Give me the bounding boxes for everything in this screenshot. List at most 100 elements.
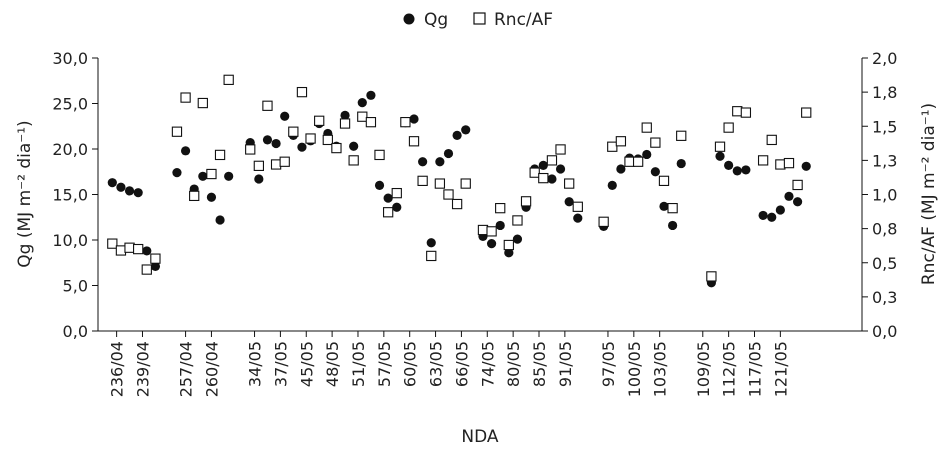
y-tick-label-right: 2,0	[872, 49, 897, 68]
point-qg	[172, 168, 182, 178]
point-qg	[280, 111, 290, 121]
point-qg	[150, 261, 161, 271]
point-qg	[374, 180, 385, 190]
legend-label-rnc: Rnc/AF	[494, 10, 553, 30]
x-tick-label: 66/05	[452, 341, 471, 387]
point-rnc-af	[189, 190, 200, 202]
legend-label-qg: Qg	[424, 10, 448, 30]
point-rnc-af	[214, 149, 226, 161]
point-rnc-af	[197, 97, 208, 109]
point-qg	[504, 248, 514, 258]
point-rnc-af	[296, 86, 308, 98]
x-tick-label: 45/05	[297, 341, 316, 387]
point-rnc-af	[400, 117, 411, 128]
point-rnc-af	[171, 126, 183, 137]
point-rnc-af	[676, 130, 687, 141]
point-qg	[547, 174, 557, 184]
point-rnc-af	[382, 207, 394, 218]
point-rnc-af	[374, 149, 385, 161]
y-ticks-left: 0,0 5,0 10,0 15,0 20,0 25,0 30,0	[52, 49, 98, 341]
point-rnc-af	[495, 203, 506, 214]
point-qg	[555, 164, 566, 174]
point-qg	[349, 141, 359, 151]
point-qg	[486, 239, 497, 249]
point-rnc-af	[801, 107, 812, 118]
x-tick-label: 60/05	[401, 341, 420, 387]
point-qg	[262, 135, 273, 145]
x-tick-label: 48/05	[323, 341, 342, 387]
x-tick-label: 112/05	[720, 341, 739, 397]
point-qg	[659, 201, 669, 211]
x-tick-label: 239/04	[133, 341, 152, 397]
point-qg	[124, 186, 135, 196]
x-tick-label: 103/05	[651, 341, 670, 397]
point-rnc-af	[331, 142, 342, 154]
point-qg	[741, 165, 751, 175]
point-qg	[409, 114, 419, 124]
point-qg	[426, 238, 436, 248]
point-qg	[668, 220, 678, 231]
point-rnc-af	[434, 178, 446, 189]
x-tick-label: 100/05	[625, 341, 644, 397]
point-rnc-af	[408, 136, 420, 147]
point-qg	[793, 197, 803, 207]
point-qg	[732, 166, 742, 176]
y-tick-label-left: 10,0	[52, 231, 88, 250]
point-qg	[392, 202, 402, 212]
x-tick-label: 121/05	[771, 341, 790, 397]
point-rnc-af	[270, 159, 282, 170]
point-rnc-af	[706, 271, 717, 282]
point-rnc-af	[417, 175, 428, 186]
point-rnc-af	[477, 224, 489, 236]
y-tick-label-right: 1,3	[872, 151, 897, 170]
point-qg	[715, 151, 725, 161]
x-ticks: 236/04 239/04 257/04 260/04 34/05 37/05 45/05 4…	[108, 331, 790, 397]
data-points	[107, 74, 812, 288]
y-tick-label-right: 0,3	[872, 288, 897, 307]
legend-marker-rnc	[473, 12, 486, 25]
point-rnc-af	[555, 144, 566, 155]
point-rnc-af	[732, 106, 743, 117]
point-rnc-af	[365, 117, 377, 128]
x-tick-label: 74/05	[478, 341, 497, 387]
point-rnc-af	[322, 134, 333, 146]
point-rnc-af	[426, 250, 437, 262]
point-qg	[650, 167, 660, 177]
point-rnc-af	[348, 155, 359, 166]
y-ticks-right: 0,0 0,3 0,5 0,8 1,0 1,3 1,5 1,8 2,0	[862, 49, 897, 341]
x-tick-label: 109/05	[694, 341, 713, 397]
point-rnc-af	[658, 175, 670, 186]
point-qg	[357, 97, 367, 108]
point-rnc-af	[723, 122, 734, 133]
point-qg	[452, 130, 462, 140]
x-tick-label: 34/05	[246, 341, 265, 387]
legend: Qg Rnc/AF	[403, 10, 553, 30]
point-rnc-af	[792, 179, 803, 191]
x-tick-label: 85/05	[530, 341, 549, 387]
point-qg	[418, 157, 428, 167]
point-rnc-af	[667, 203, 678, 214]
point-qg	[801, 161, 811, 171]
y-tick-label-right: 0,0	[872, 322, 897, 341]
point-rnc-af	[740, 107, 752, 118]
point-rnc-af	[624, 156, 635, 167]
y-tick-label-right: 1,5	[872, 117, 897, 136]
point-rnc-af	[486, 226, 497, 237]
point-rnc-af	[124, 242, 135, 253]
y-tick-label-right: 1,0	[872, 186, 897, 205]
point-rnc-af	[262, 100, 273, 111]
point-rnc-af	[305, 133, 316, 144]
point-rnc-af	[598, 216, 609, 227]
y-tick-label-left: 30,0	[52, 49, 88, 68]
y-tick-label-right: 0,8	[872, 220, 897, 239]
point-rnc-af	[766, 134, 777, 146]
y-tick-label-left: 0,0	[63, 322, 88, 341]
point-rnc-af	[339, 118, 351, 129]
point-rnc-af	[546, 155, 558, 166]
point-rnc-af	[391, 187, 402, 199]
point-rnc-af	[650, 137, 661, 148]
y-tick-label-left: 5,0	[63, 277, 88, 296]
point-qg	[564, 197, 574, 207]
point-qg	[435, 157, 445, 167]
point-rnc-af	[223, 74, 234, 85]
